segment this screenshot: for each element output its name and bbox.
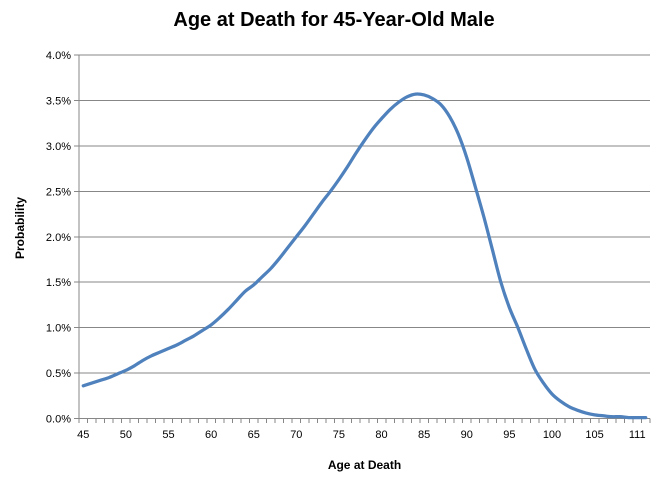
x-tick-label: 70 [290, 429, 302, 441]
x-tick-label: 90 [461, 429, 473, 441]
y-axis-title: Probability [13, 196, 27, 260]
x-tick-label: 80 [375, 429, 387, 441]
x-tick-label: 95 [503, 429, 515, 441]
y-tick-label: 1.0% [46, 323, 71, 335]
y-tick-label: 0.0% [46, 414, 71, 426]
y-tick-label: 0.5% [46, 368, 71, 380]
x-tick-label: 100 [543, 429, 561, 441]
x-tick-label: 75 [333, 429, 345, 441]
x-tick-label: 45 [77, 429, 89, 441]
series-line [81, 92, 648, 420]
y-tick-label: 4.0% [46, 50, 71, 62]
x-tick-label: 65 [248, 429, 260, 441]
x-tick-label: 60 [205, 429, 217, 441]
x-tick-label: 50 [120, 429, 132, 441]
x-tick-label: 85 [418, 429, 430, 441]
y-tick-label: 2.5% [46, 186, 71, 198]
y-tick-label: 1.5% [46, 277, 71, 289]
x-tick-label: 55 [162, 429, 174, 441]
chart-title: Age at Death for 45-Year-Old Male [173, 9, 495, 31]
y-tick-label: 3.5% [46, 95, 71, 107]
x-axis-title: Age at Death [327, 458, 402, 472]
y-tick-label: 3.0% [46, 141, 71, 153]
y-tick-label: 2.0% [46, 232, 71, 244]
x-tick-label: 111 [629, 429, 646, 441]
x-tick-label: 105 [585, 429, 603, 441]
